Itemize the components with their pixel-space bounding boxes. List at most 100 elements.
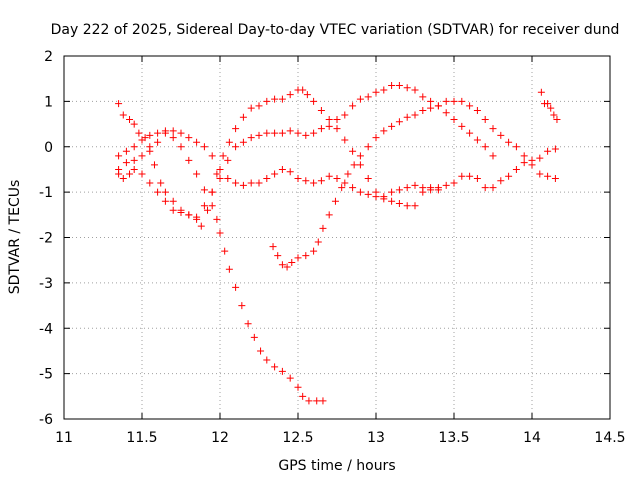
data-point bbox=[232, 283, 240, 291]
data-point bbox=[263, 129, 271, 137]
data-point bbox=[122, 147, 130, 155]
data-point bbox=[221, 247, 229, 255]
data-point bbox=[119, 111, 127, 119]
data-point bbox=[208, 202, 216, 210]
data-point bbox=[364, 93, 372, 101]
data-point bbox=[551, 145, 559, 153]
data-point bbox=[286, 91, 294, 99]
data-point bbox=[349, 102, 357, 110]
data-point bbox=[356, 95, 364, 103]
data-point bbox=[302, 177, 310, 185]
data-point bbox=[294, 175, 302, 183]
data-point bbox=[481, 143, 489, 151]
data-point bbox=[294, 129, 302, 137]
data-point bbox=[263, 356, 271, 364]
data-point bbox=[135, 129, 143, 137]
data-point bbox=[442, 97, 450, 105]
data-point bbox=[200, 202, 208, 210]
data-point bbox=[489, 125, 497, 133]
data-point bbox=[161, 197, 169, 205]
data-point bbox=[489, 184, 497, 192]
data-point bbox=[216, 229, 224, 237]
data-point bbox=[411, 111, 419, 119]
data-point bbox=[536, 154, 544, 162]
data-point bbox=[319, 224, 327, 232]
data-point bbox=[219, 152, 227, 160]
data-point bbox=[450, 97, 458, 105]
y-axis-label: SDTVAR / TECUs bbox=[7, 180, 23, 295]
data-point bbox=[427, 97, 435, 105]
data-point bbox=[239, 181, 247, 189]
data-point bbox=[169, 134, 177, 142]
data-point bbox=[395, 81, 403, 89]
y-tick-label: 2 bbox=[44, 49, 53, 65]
series-track-c bbox=[115, 127, 327, 405]
data-point bbox=[278, 95, 286, 103]
data-point bbox=[255, 102, 263, 110]
data-point bbox=[356, 188, 364, 196]
data-point bbox=[216, 165, 224, 173]
data-point bbox=[388, 122, 396, 130]
data-point bbox=[169, 127, 177, 135]
data-point bbox=[278, 165, 286, 173]
data-point bbox=[395, 186, 403, 194]
data-point bbox=[302, 252, 310, 260]
data-point bbox=[244, 320, 252, 328]
data-point bbox=[247, 179, 255, 187]
y-tick-label: -6 bbox=[39, 412, 53, 428]
data-point bbox=[271, 95, 279, 103]
data-point bbox=[388, 197, 396, 205]
data-point bbox=[177, 143, 185, 151]
data-point bbox=[213, 215, 221, 223]
data-point bbox=[294, 383, 302, 391]
data-point bbox=[349, 147, 357, 155]
data-point bbox=[138, 136, 146, 144]
data-point bbox=[427, 186, 435, 194]
data-point bbox=[551, 175, 559, 183]
y-tick-label: 1 bbox=[44, 94, 53, 110]
data-point bbox=[146, 179, 154, 187]
data-point bbox=[450, 179, 458, 187]
data-point bbox=[520, 152, 528, 160]
data-point bbox=[466, 129, 474, 137]
data-point bbox=[395, 118, 403, 126]
series-track-f bbox=[537, 88, 561, 124]
x-tick-label: 14 bbox=[523, 430, 541, 446]
data-point bbox=[466, 172, 474, 180]
data-point bbox=[380, 193, 388, 201]
data-point bbox=[350, 161, 358, 169]
data-point bbox=[193, 213, 201, 221]
data-point bbox=[257, 347, 265, 355]
data-point bbox=[317, 177, 325, 185]
data-point bbox=[213, 170, 221, 178]
data-point bbox=[372, 88, 380, 96]
data-point bbox=[177, 209, 185, 217]
y-tick-label: -3 bbox=[39, 276, 53, 292]
data-point bbox=[333, 116, 341, 124]
data-point bbox=[126, 170, 134, 178]
data-point bbox=[403, 184, 411, 192]
data-point bbox=[544, 147, 552, 155]
data-point bbox=[255, 131, 263, 139]
series-track-a bbox=[115, 86, 559, 230]
data-point bbox=[325, 172, 333, 180]
data-point bbox=[185, 134, 193, 142]
data-point bbox=[274, 252, 282, 260]
data-point bbox=[247, 104, 255, 112]
data-point bbox=[138, 152, 146, 160]
data-point bbox=[225, 265, 233, 273]
data-point bbox=[208, 152, 216, 160]
data-point bbox=[419, 93, 427, 101]
data-point bbox=[481, 116, 489, 124]
data-point bbox=[185, 211, 193, 219]
data-point bbox=[208, 188, 216, 196]
data-point bbox=[169, 197, 177, 205]
data-point bbox=[341, 179, 349, 187]
x-tick-label: 13.5 bbox=[438, 430, 469, 446]
data-point bbox=[553, 116, 561, 124]
data-point bbox=[356, 161, 364, 169]
x-tick-label: 11 bbox=[55, 430, 73, 446]
data-point bbox=[232, 143, 240, 151]
data-point bbox=[317, 125, 325, 133]
